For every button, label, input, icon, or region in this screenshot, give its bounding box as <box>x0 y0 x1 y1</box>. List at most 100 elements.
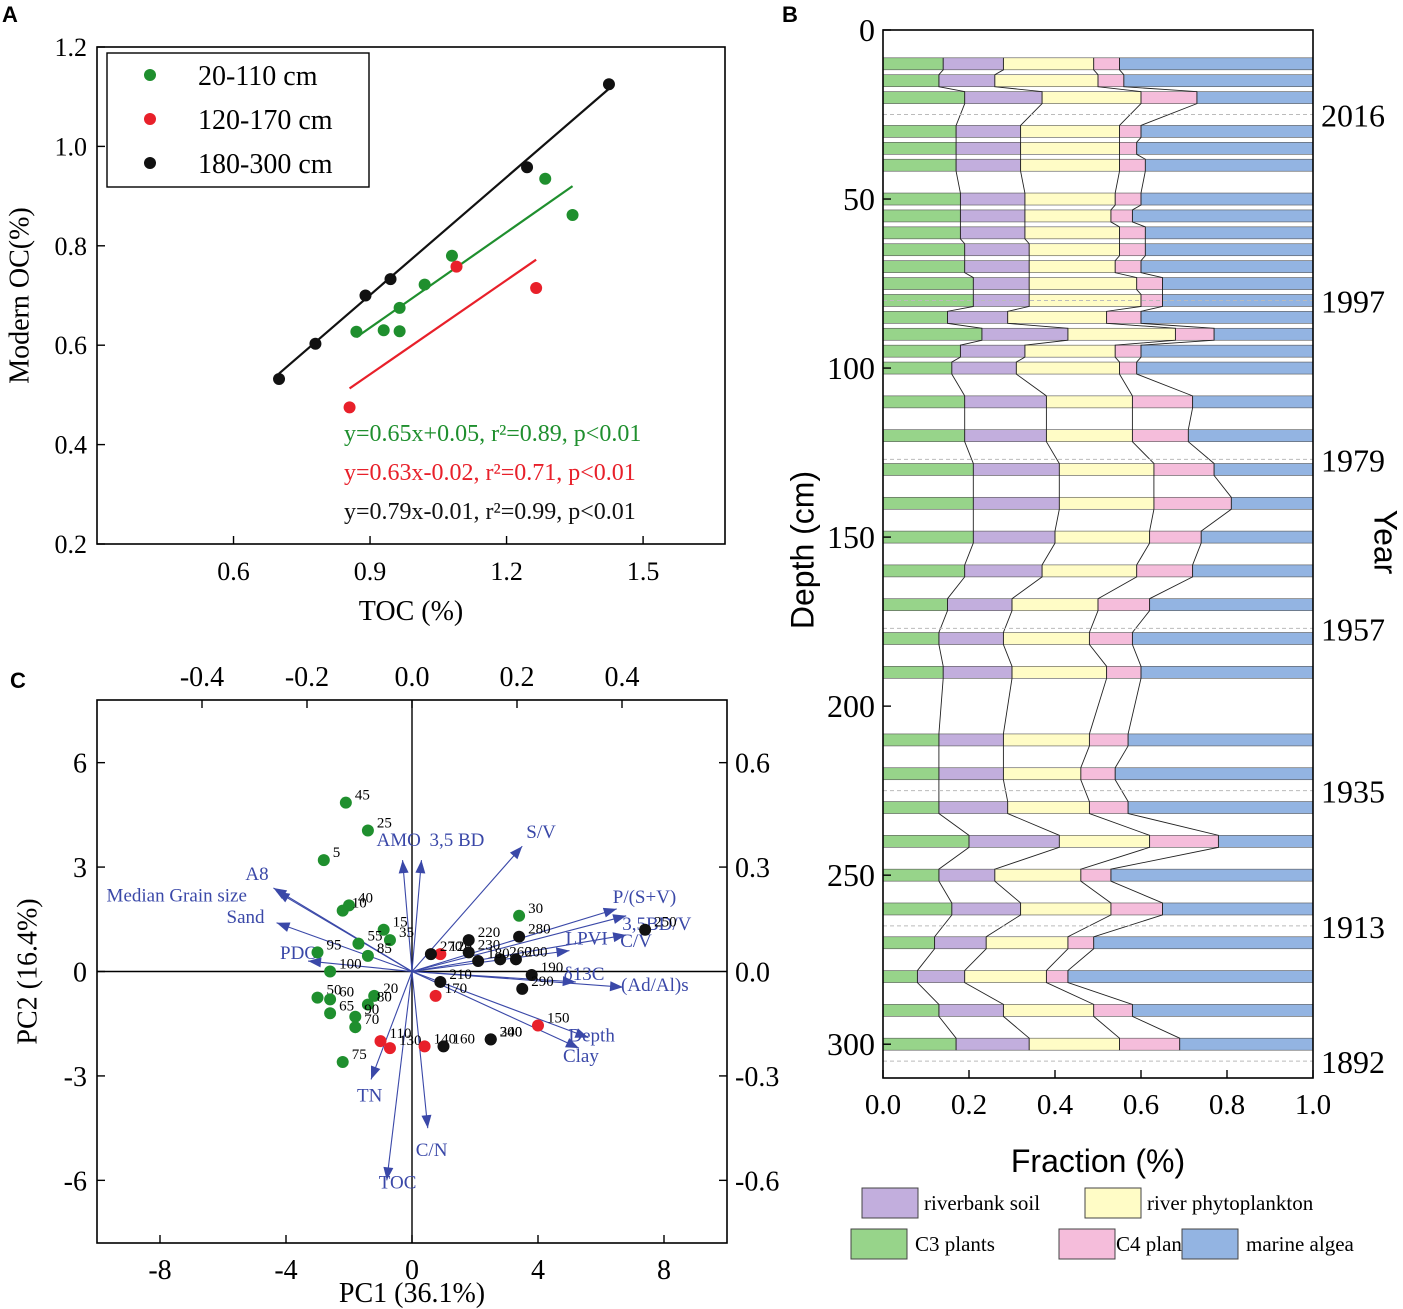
panel-b-bar-segment <box>882 666 944 679</box>
panel-b-year-label: 1935 <box>1321 774 1385 810</box>
panel-b-y-tick-label: 100 <box>827 350 875 386</box>
panel-b-bar-segment <box>1132 429 1189 442</box>
panel-b-bar-segment <box>1024 344 1116 358</box>
panel-b-bar-segment <box>882 142 957 155</box>
panel-b-bar-segment <box>1149 598 1314 612</box>
panel-c-sample-point <box>494 953 507 966</box>
panel-c-sample-point <box>424 948 437 961</box>
panel-b-bar-segment <box>1020 125 1120 138</box>
panel-b-bar-segment <box>882 158 957 172</box>
panel-c-arrow-head <box>555 947 570 958</box>
panel-b-bar-segment <box>964 243 1030 257</box>
panel-c-loading-label: S/V <box>526 822 556 843</box>
panel-b-bar-segment <box>882 902 953 916</box>
panel-b-bar-segment <box>882 598 948 612</box>
panel-b-bar-segment <box>1127 733 1314 747</box>
panel-c-arrow-head <box>562 976 576 987</box>
panel-b-bar-segment <box>917 970 966 983</box>
panel-c-sample-point <box>324 993 337 1006</box>
panel-c-x-tick-label: 0 <box>405 1255 419 1286</box>
panel-b-bar-segment <box>1028 243 1120 257</box>
panel-c-sample-point <box>361 949 374 962</box>
panel-b-bar-segment <box>1097 74 1125 88</box>
panel-c-sample-label: 240 <box>500 1024 523 1040</box>
panel-c-sample-label: 230 <box>478 937 501 953</box>
panel-b-bar-segment <box>1188 429 1314 442</box>
panel-c-sample-label: 270 <box>440 939 463 955</box>
panel-c-sample-point <box>516 982 529 995</box>
panel-b-bar-segment <box>882 463 974 476</box>
panel-b-bar-segment <box>882 733 940 747</box>
panel-c-sample-label: 300 <box>500 1024 523 1040</box>
panel-b-bar-segment <box>955 158 1021 172</box>
panel-c-sample-point <box>361 998 374 1011</box>
panel-c-loading-label: TN <box>357 1085 383 1106</box>
panel-b-bar-segment <box>1097 598 1150 612</box>
panel-b-bar-segment <box>972 463 1060 476</box>
panel-b-bar-segment <box>1028 277 1137 290</box>
panel-b-bar-segment <box>1007 311 1107 324</box>
panel-c-loading-arrow <box>411 915 627 973</box>
panel-b-boundary-line <box>964 57 1069 1051</box>
panel-b-bar-segment <box>1153 496 1232 510</box>
panel-c-sample-point <box>324 965 337 978</box>
panel-b-bar-segment <box>1175 327 1215 341</box>
panel-b-bar-segment <box>882 429 965 442</box>
panel-b-bar-segment <box>955 1037 1030 1051</box>
panel-b-bar-segment <box>1028 260 1116 273</box>
panel-b-bar-segment <box>972 530 1056 544</box>
panel-b-bar-segment <box>1089 632 1133 645</box>
panel-b-bar-segment <box>1119 125 1142 138</box>
panel-b-bar-segment <box>882 936 935 950</box>
panel-b-bar-segment <box>882 835 970 848</box>
panel-b-bar-segment <box>938 632 1004 645</box>
panel-b-bar-segment <box>1106 311 1142 324</box>
panel-b-bar-segment <box>882 226 961 240</box>
panel-b-stacked-bars: B 2016 1997 1979 1957 1935 1913 1892 0.0 0.2 0.4… <box>782 2 1403 1260</box>
panel-b-bar-segment <box>1200 530 1314 544</box>
panel-b-bar-segment <box>1123 74 1314 88</box>
panel-b-bar-segment <box>964 429 1047 442</box>
panel-c-sample-label: 90 <box>364 1002 379 1018</box>
panel-c-sample-label: 290 <box>531 974 554 990</box>
panel-c-loading-label: A8 <box>245 864 268 885</box>
panel-b-bar-segment <box>1089 733 1129 747</box>
panel-b-bar-segment <box>1127 801 1314 814</box>
panel-c-arrow-head <box>612 932 627 943</box>
panel-b-bar-segment <box>1003 733 1090 747</box>
panel-b-bar-segment <box>1067 936 1095 950</box>
panel-b-bar-segment <box>994 74 1099 88</box>
panel-a-data-point <box>393 301 406 314</box>
panel-b-bar-segment <box>1020 158 1120 172</box>
panel-b-bar-segment <box>1003 632 1090 645</box>
panel-b-bar-segment <box>1213 463 1314 476</box>
panel-c-sample-point <box>434 948 447 961</box>
panel-c-sample-label: 80 <box>377 990 392 1006</box>
panel-b-bar-segment <box>1140 344 1314 358</box>
panel-b-bar-segment <box>1089 801 1129 814</box>
panel-b-bar-segment <box>955 142 1021 155</box>
panel-c-sample-point <box>377 923 390 936</box>
panel-b-bar-segment <box>882 209 961 223</box>
panel-b-legend: riverbank soil river phytoplankton C3 plan… <box>850 1187 1355 1260</box>
panel-b-bar-segment <box>1136 277 1163 290</box>
panel-a-x-axis-label: TOC (%) <box>359 596 463 627</box>
panel-c-arrow-head <box>308 957 322 968</box>
panel-c-sample-point <box>336 904 349 917</box>
panel-c-sample-point <box>434 975 447 988</box>
panel-c-arrow-head <box>421 1114 432 1129</box>
panel-c-loading-label: PDO <box>280 943 318 964</box>
panel-b-bar-segment <box>938 74 996 88</box>
panel-c-sample-label: 210 <box>449 967 472 983</box>
panel-c-sample-point <box>418 1040 431 1053</box>
panel-b-y-tick-label: 150 <box>827 519 875 555</box>
panel-b-bar-segment <box>882 970 918 983</box>
panel-c-sample-point <box>383 934 396 947</box>
panel-b-bar-segment <box>934 936 987 950</box>
panel-a-scatter: A 0.6 0.9 1.2 1.5 0.2 0.4 0.6 0.8 1.0 1.2 20-110 … <box>2 2 726 627</box>
panel-b-x-tick-label: 0.4 <box>1037 1089 1074 1121</box>
panel-b-bar-segment <box>882 91 965 104</box>
panel-b-bar-segment <box>1059 496 1155 510</box>
panel-b-bar-segment <box>955 125 1021 138</box>
